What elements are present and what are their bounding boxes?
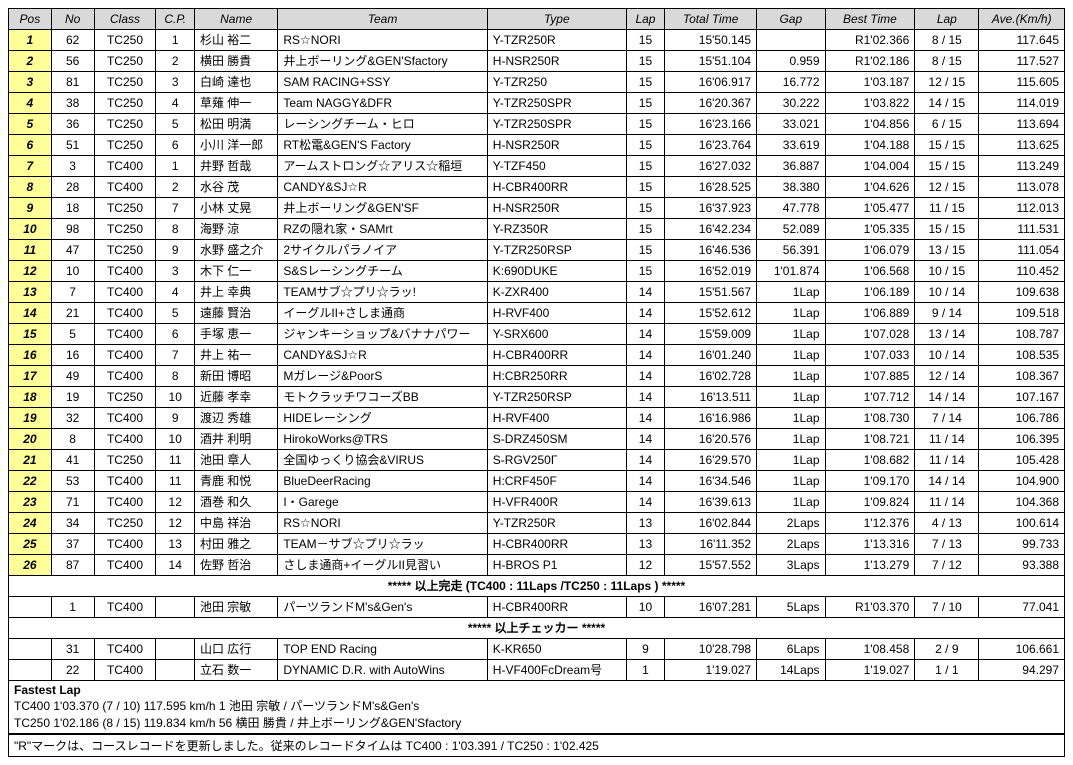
table-row: 1616TC4007井上 祐一CANDY&SJ☆RH-CBR400RR1416'…	[9, 345, 1065, 366]
column-header: Gap	[757, 9, 825, 30]
table-row: 155TC4006手塚 恵一ジャンキーショップ&バナナパワーY-SRX60014…	[9, 324, 1065, 345]
fastest-lap-line-2: TC250 1'02.186 (8 / 15) 119.834 km/h 56 …	[14, 714, 1059, 731]
column-header: C.P.	[156, 9, 194, 30]
table-row: 2537TC40013村田 雅之TEAM－サブ☆プリ☆ラッH-CBR400RR1…	[9, 534, 1065, 555]
table-row: 1421TC4005遠藤 賢治イーグルII+さしま通商H-RVF4001415'…	[9, 303, 1065, 324]
column-header: Ave.(Km/h)	[979, 9, 1065, 30]
column-header: Total Time	[665, 9, 757, 30]
table-row: 1210TC4003木下 仁一S&SレーシングチームK:690DUKE1516'…	[9, 261, 1065, 282]
fastest-lap-block: Fastest Lap TC400 1'03.370 (7 / 10) 117.…	[8, 681, 1065, 734]
table-row: 2141TC25011池田 章人全国ゆっくり協会&VIRUSS-RGV250Г1…	[9, 450, 1065, 471]
column-header: Class	[94, 9, 156, 30]
table-row: 208TC40010酒井 利明HirokoWorks@TRSS-DRZ450SM…	[9, 429, 1065, 450]
table-row: 22TC400立石 数一DYNAMIC D.R. with AutoWinsH-…	[9, 660, 1065, 681]
table-row: 1749TC4008新田 博昭Mガレージ&PoorSH:CBR250RR1416…	[9, 366, 1065, 387]
divider-checker: ***** 以上チェッカー *****	[9, 618, 1065, 639]
table-row: 1819TC25010近藤 孝幸モトクラッチワコーズBBY-TZR250RSP1…	[9, 387, 1065, 408]
column-header: No	[51, 9, 94, 30]
results-table: PosNoClassC.P.NameTeamTypeLapTotal TimeG…	[8, 8, 1065, 681]
table-row: 828TC4002水谷 茂CANDY&SJ☆RH-CBR400RR1516'28…	[9, 177, 1065, 198]
table-row: 2434TC25012中島 祥治RS☆NORIY-TZR250R1316'02.…	[9, 513, 1065, 534]
table-row: 918TC2507小林 丈晃井上ボーリング&GEN'SFH-NSR250R151…	[9, 198, 1065, 219]
table-row: 256TC2502横田 勝貴井上ボーリング&GEN'SfactoryH-NSR2…	[9, 51, 1065, 72]
column-header: Type	[487, 9, 626, 30]
table-row: 162TC2501杉山 裕二RS☆NORIY-TZR250R1515'50.14…	[9, 30, 1065, 51]
table-row: 1098TC2508海野 涼RZの隠れ家・SAMrtY-RZ350R1516'4…	[9, 219, 1065, 240]
column-header: Team	[278, 9, 487, 30]
column-header: Pos	[9, 9, 52, 30]
table-row: 73TC4001井野 哲哉アームストロング☆アリス☆稲垣Y-TZF4501516…	[9, 156, 1065, 177]
divider-finished: ***** 以上完走 (TC400 : 11Laps /TC250 : 11La…	[9, 576, 1065, 597]
column-header: Lap	[626, 9, 664, 30]
table-row: 1147TC2509水野 盛之介2サイクルパラノイアY-TZR250RSP151…	[9, 240, 1065, 261]
column-header: Lap	[915, 9, 979, 30]
table-row: 438TC2504草薙 伸一Team NAGGY&DFRY-TZR250SPR1…	[9, 93, 1065, 114]
fastest-lap-title: Fastest Lap	[14, 683, 1059, 697]
table-row: 2371TC40012酒巻 和久I・GaregeH-VFR400R1416'39…	[9, 492, 1065, 513]
table-row: 651TC2506小川 洋一郎RT松電&GEN'S FactoryH-NSR25…	[9, 135, 1065, 156]
column-header: Name	[194, 9, 277, 30]
table-row: 1TC400池田 宗敏パーツランドM's&Gen'sH-CBR400RR1016…	[9, 597, 1065, 618]
table-row: 2253TC40011青鹿 和悦BlueDeerRacingH:CRF450F1…	[9, 471, 1065, 492]
fastest-lap-line-1: TC400 1'03.370 (7 / 10) 117.595 km/h 1 池…	[14, 697, 1059, 714]
table-row: 137TC4004井上 幸典TEAMサブ☆プリ☆ラッ!K-ZXR4001415'…	[9, 282, 1065, 303]
table-row: 2687TC40014佐野 哲治さしま通商+イーグルII見習いH-BROS P1…	[9, 555, 1065, 576]
table-row: 31TC400山口 広行TOP END RacingK-KR650910'28.…	[9, 639, 1065, 660]
header-row: PosNoClassC.P.NameTeamTypeLapTotal TimeG…	[9, 9, 1065, 30]
table-row: 536TC2505松田 明満レーシングチーム・ヒロY-TZR250SPR1516…	[9, 114, 1065, 135]
table-row: 1932TC4009渡辺 秀雄HIDEレーシングH-RVF4001416'16.…	[9, 408, 1065, 429]
record-note: "R"マークは、コースレコードを更新しました。従来のレコードタイムは TC400…	[8, 734, 1065, 757]
table-row: 381TC2503白崎 達也SAM RACING+SSYY-TZR2501516…	[9, 72, 1065, 93]
column-header: Best Time	[825, 9, 915, 30]
